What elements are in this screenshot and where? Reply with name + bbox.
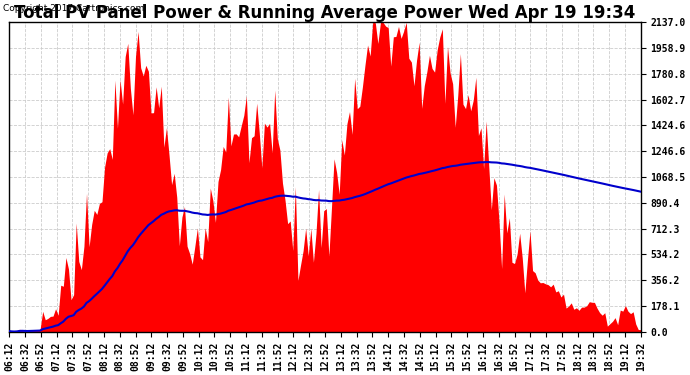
Title: Total PV Panel Power & Running Average Power Wed Apr 19 19:34: Total PV Panel Power & Running Average P… [14, 4, 635, 22]
Text: Copyright 2017 Cartronics.com: Copyright 2017 Cartronics.com [3, 4, 144, 13]
